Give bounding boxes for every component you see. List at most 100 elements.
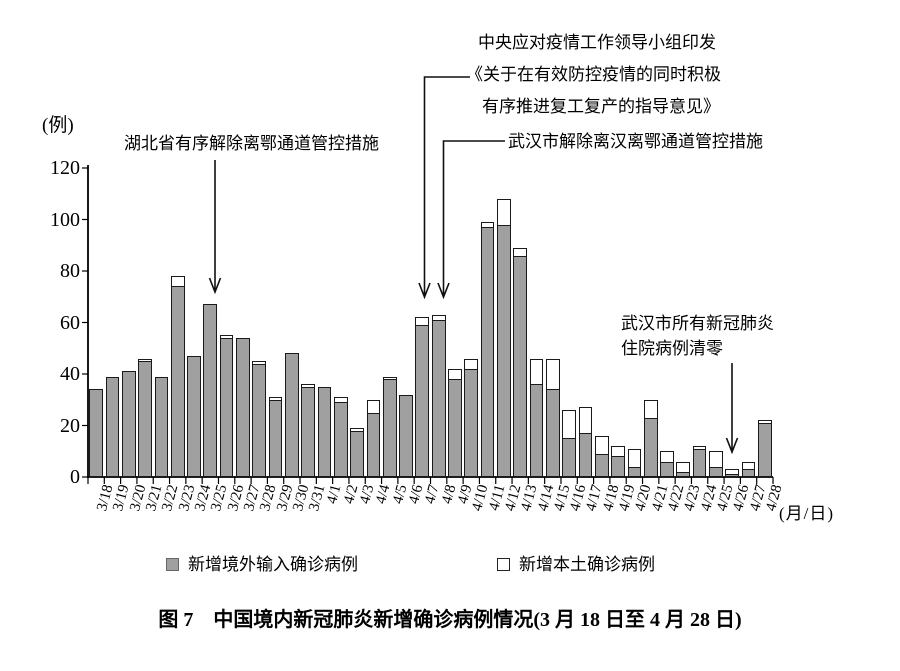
y-tick-label: 0 — [70, 466, 80, 488]
wuhan-clear-arrow — [725, 363, 739, 455]
bar-imported-4/4 — [366, 412, 381, 477]
bar-local-4/12 — [497, 198, 511, 226]
bar-local-4/21 — [643, 399, 658, 419]
bar-local-4/10 — [464, 358, 479, 370]
annotation-wuhan-lift: 武汉市解除离汉离鄂通道管控措施 — [508, 132, 763, 151]
y-tick-label: 40 — [60, 363, 80, 385]
annotation-wuhan-clear-line1: 武汉市所有新冠肺炎 — [621, 314, 774, 333]
bar-imported-4/18 — [594, 453, 609, 477]
bar-imported-4/17 — [578, 433, 593, 477]
bar-imported-3/24 — [187, 355, 201, 477]
y-axis-unit-label: (例) — [42, 115, 74, 136]
bar-local-4/13 — [513, 247, 528, 257]
legend-item-local: 新增本土确诊病例 — [497, 550, 655, 575]
bar-local-3/21 — [138, 358, 152, 363]
annotation-wuhan-clear: 武汉市所有新冠肺炎 住院病例清零 — [621, 311, 774, 361]
bar-imported-4/20 — [627, 466, 642, 477]
bar-local-3/31 — [301, 384, 316, 388]
wuhan-lift-arrow — [437, 140, 505, 300]
bar-local-4/5 — [382, 376, 397, 381]
bar-imported-4/27 — [741, 469, 756, 477]
bar-local-4/18 — [594, 435, 609, 455]
bar-imported-4/19 — [611, 456, 625, 477]
bar-local-4/27 — [741, 461, 756, 471]
bar-imported-3/19 — [105, 376, 120, 477]
bar-local-3/23 — [170, 276, 185, 288]
imported-cases-swatch-icon — [166, 558, 179, 571]
bar-local-4/20 — [627, 448, 642, 468]
local-cases-swatch-icon — [497, 558, 510, 571]
bar-imported-3/23 — [170, 286, 185, 477]
bar-local-4/2 — [333, 397, 348, 404]
x-axis-unit-label: (月/日) — [779, 504, 835, 523]
bar-local-3/26 — [219, 335, 234, 339]
bar-local-3/29 — [268, 397, 283, 401]
bar-imported-3/21 — [138, 361, 152, 477]
bar-imported-3/31 — [301, 386, 316, 477]
legend-imported-label: 新增境外输入确诊病例 — [188, 555, 358, 574]
bar-imported-4/6 — [399, 394, 413, 477]
bar-imported-4/16 — [562, 438, 576, 477]
annotation-central-doc: 中央应对疫情工作领导小组印发 《关于在有效防控疫情的同时积极 有序推进复工复产的… — [460, 27, 721, 123]
hubei-arrow — [208, 160, 222, 295]
annotation-hubei: 湖北省有序解除离鄂通道管控措施 — [124, 134, 379, 153]
bar-imported-4/3 — [350, 430, 364, 477]
bar-imported-4/7 — [415, 325, 430, 477]
bar-local-4/23 — [676, 461, 691, 473]
annotation-arrows — [208, 76, 739, 455]
bar-imported-4/1 — [317, 386, 332, 477]
bar-imported-3/20 — [121, 371, 136, 477]
annotation-central-line3: 有序推进复工复产的指导意见》 — [482, 97, 720, 116]
bar-imported-4/9 — [448, 379, 462, 477]
bar-local-4/22 — [660, 451, 674, 463]
bar-local-4/11 — [480, 222, 495, 229]
bar-imported-4/15 — [545, 389, 560, 477]
legend-item-imported: 新增境外输入确诊病例 — [166, 550, 358, 575]
legend-local-label: 新增本土确诊病例 — [519, 555, 655, 574]
bar-imported-3/22 — [154, 376, 169, 477]
bar-local-4/17 — [578, 407, 593, 435]
bar-imported-4/22 — [660, 461, 674, 477]
bar-imported-4/25 — [709, 466, 723, 477]
figure-caption: 图 7 中国境内新冠肺炎新增确诊病例情况(3 月 18 日至 4 月 28 日) — [158, 609, 742, 631]
bar-imported-3/18 — [89, 389, 103, 477]
bar-imported-3/27 — [236, 337, 250, 477]
bar-local-4/25 — [709, 451, 723, 468]
bar-local-4/15 — [545, 358, 560, 391]
bar-local-4/19 — [611, 446, 625, 458]
bar-imported-3/25 — [203, 304, 218, 477]
bar-local-4/9 — [448, 368, 462, 381]
bar-imported-4/11 — [480, 227, 495, 477]
y-tick-label: 20 — [60, 414, 80, 437]
y-tick-label: 80 — [60, 260, 80, 282]
annotation-central-line1: 中央应对疫情工作领导小组印发 — [478, 33, 716, 52]
bar-imported-4/5 — [382, 379, 397, 477]
bar-imported-4/10 — [464, 368, 479, 477]
plot-area — [88, 168, 773, 477]
bar-imported-4/12 — [497, 224, 511, 477]
bar-local-3/28 — [252, 361, 267, 365]
annotation-wuhan-clear-line2: 住院病例清零 — [621, 339, 723, 358]
bar-local-4/8 — [431, 314, 446, 321]
bar-imported-4/14 — [529, 384, 544, 477]
bar-imported-3/28 — [252, 363, 267, 477]
bar-local-4/26 — [725, 469, 740, 476]
bar-imported-3/29 — [268, 399, 283, 477]
y-tick-label: 100 — [50, 208, 80, 231]
tick-marks — [82, 167, 774, 484]
bar-imported-3/26 — [219, 337, 234, 477]
bar-imported-4/8 — [431, 319, 446, 477]
bar-local-4/4 — [366, 399, 381, 414]
central-doc-arrow — [418, 76, 470, 300]
y-tick-label: 120 — [50, 157, 80, 179]
bar-local-4/3 — [350, 428, 364, 432]
bar-imported-4/21 — [643, 417, 658, 477]
bar-imported-4/28 — [757, 422, 772, 477]
bar-local-4/24 — [692, 446, 707, 450]
bar-local-4/28 — [757, 420, 772, 424]
y-tick-label: 60 — [60, 311, 80, 334]
bar-imported-3/30 — [285, 353, 299, 477]
bar-local-4/14 — [529, 358, 544, 386]
bar-imported-4/2 — [333, 402, 348, 477]
